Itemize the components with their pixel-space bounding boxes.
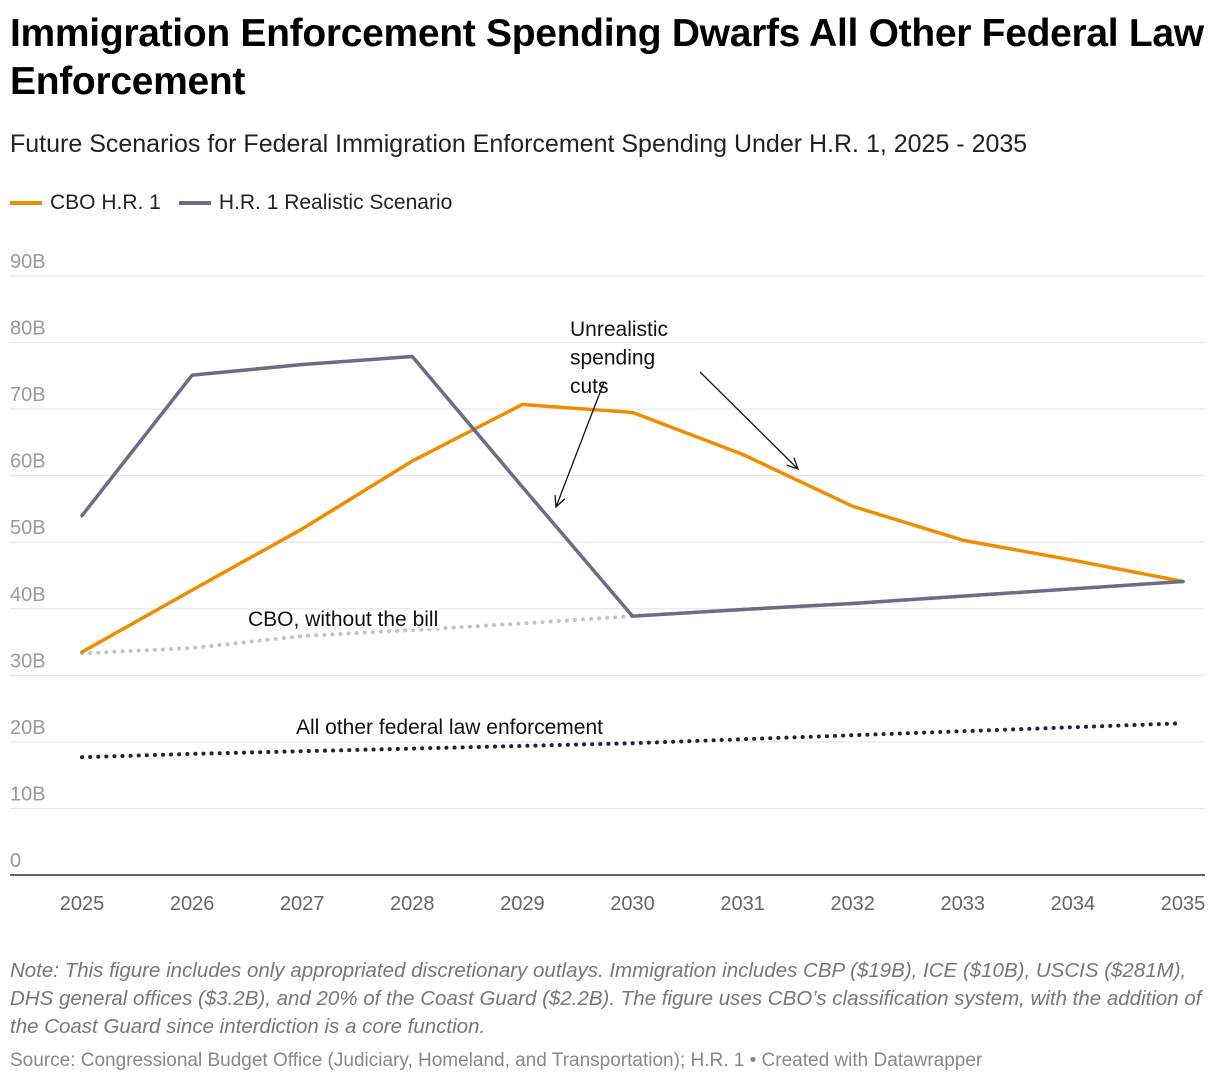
y-tick-label: 10B bbox=[10, 783, 46, 805]
annotation-arrow bbox=[699, 371, 799, 470]
legend-item-cbo-hr1: CBO H.R. 1 bbox=[10, 191, 161, 215]
x-tick-label: 2030 bbox=[610, 893, 655, 915]
y-tick-label: 80B bbox=[10, 318, 46, 340]
x-tick-label: 2028 bbox=[390, 893, 435, 915]
legend-swatch bbox=[178, 201, 211, 205]
y-tick-label: 60B bbox=[10, 451, 46, 473]
annotation-arrowhead bbox=[786, 457, 800, 471]
chart-subtitle: Future Scenarios for Federal Immigration… bbox=[10, 130, 1028, 158]
x-tick-label: 2029 bbox=[500, 893, 545, 915]
y-tick-label: 50B bbox=[10, 517, 46, 539]
chart-source: Source: Congressional Budget Office (Jud… bbox=[10, 1050, 983, 1071]
annotation-spending-cuts: Unrealistic bbox=[570, 318, 668, 341]
legend: CBO H.R. 1 H.R. 1 Realistic Scenario bbox=[10, 191, 452, 215]
chart-note: Note: This figure includes only appropri… bbox=[10, 959, 1202, 1038]
annotation-spending-cuts: spending bbox=[570, 347, 655, 370]
legend-item-realistic: H.R. 1 Realistic Scenario bbox=[178, 191, 453, 215]
y-tick-label: 0 bbox=[10, 850, 21, 872]
legend-label: CBO H.R. 1 bbox=[50, 191, 161, 214]
x-tick-label: 2033 bbox=[941, 893, 986, 915]
y-tick-label: 40B bbox=[10, 584, 46, 606]
annotation-other-enforcement: All other federal law enforcement bbox=[296, 716, 603, 739]
series-line-all-other-federal-law-enforcement bbox=[80, 721, 1185, 760]
annotation-arrowhead bbox=[554, 494, 566, 509]
legend-label: H.R. 1 Realistic Scenario bbox=[218, 191, 453, 214]
legend-swatch bbox=[10, 201, 42, 205]
y-tick-label: 70B bbox=[10, 384, 46, 406]
x-tick-label: 2032 bbox=[830, 893, 875, 915]
y-tick-label: 30B bbox=[10, 650, 46, 672]
annotation-spending-cuts: cuts bbox=[570, 375, 609, 398]
series-line-cbo-h-r-1 bbox=[80, 402, 1185, 654]
chart-title: Immigration Enforcement Spending Dwarfs … bbox=[10, 12, 1204, 103]
x-tick-label: 2034 bbox=[1051, 893, 1096, 915]
x-tick-label: 2026 bbox=[170, 893, 215, 915]
y-tick-label: 90B bbox=[10, 251, 46, 273]
series-line-h-r-1-realistic-scenario bbox=[80, 354, 1185, 618]
x-tick-label: 2031 bbox=[720, 893, 765, 915]
x-tick-label: 2025 bbox=[60, 893, 105, 915]
annotation-cbo-without-bill: CBO, without the bill bbox=[248, 608, 438, 631]
y-tick-label: 20B bbox=[10, 717, 46, 739]
annotation-arrow bbox=[555, 381, 605, 508]
x-tick-label: 2035 bbox=[1161, 893, 1206, 915]
x-tick-label: 2027 bbox=[280, 893, 325, 915]
